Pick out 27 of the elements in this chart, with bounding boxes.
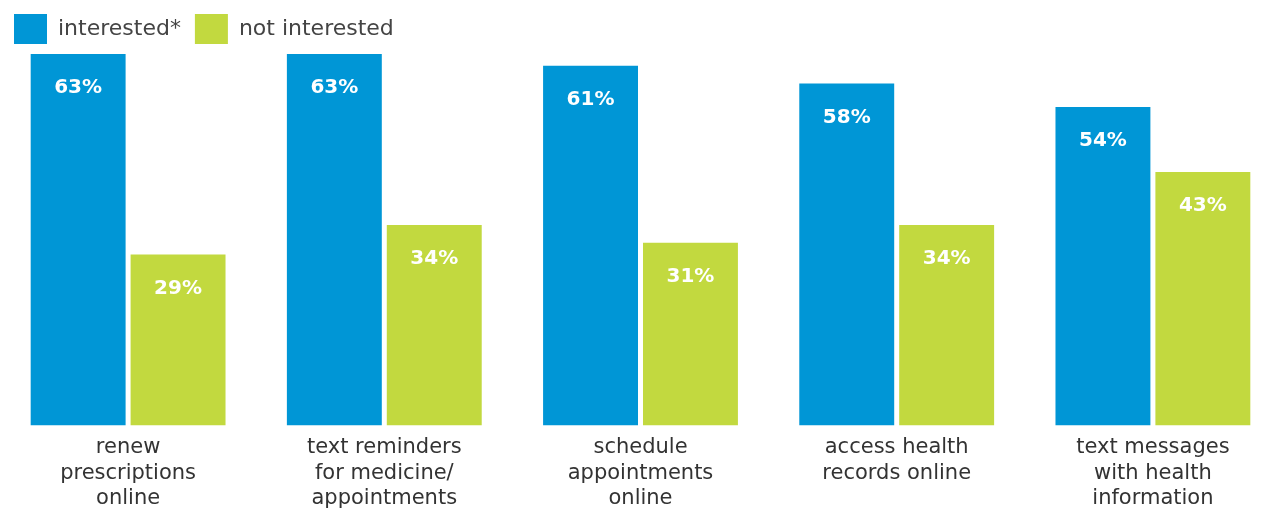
x-tick-label: access health records online: [822, 434, 972, 484]
data-label: 54%: [1079, 127, 1127, 152]
x-tick-label: renew prescriptions online: [60, 434, 197, 509]
bar: [899, 224, 995, 426]
bar: [543, 65, 638, 426]
bar: [386, 224, 482, 426]
bar: [799, 83, 895, 426]
bar: [643, 242, 738, 426]
x-tick-label: text messages with health information: [1076, 434, 1230, 509]
legend-label: not interested: [238, 14, 394, 40]
legend-label: interested*: [58, 14, 181, 40]
data-label: 63%: [310, 74, 359, 99]
x-tick-label: schedule appointments online: [567, 434, 714, 509]
data-label: 43%: [1178, 192, 1227, 217]
bar: [30, 54, 126, 426]
bar: [1155, 171, 1251, 426]
data-label: 31%: [666, 262, 715, 287]
data-label: 34%: [410, 245, 459, 270]
bar: [286, 54, 382, 426]
data-label: 63%: [54, 74, 103, 99]
data-label: 34%: [922, 245, 971, 270]
bar: [1055, 107, 1151, 426]
data-label: 29%: [154, 274, 202, 299]
bar: [130, 254, 226, 426]
data-label: 61%: [566, 85, 615, 110]
data-label: 58%: [822, 103, 871, 128]
x-tick-label: text reminders for medicine/ appointments: [306, 434, 462, 509]
